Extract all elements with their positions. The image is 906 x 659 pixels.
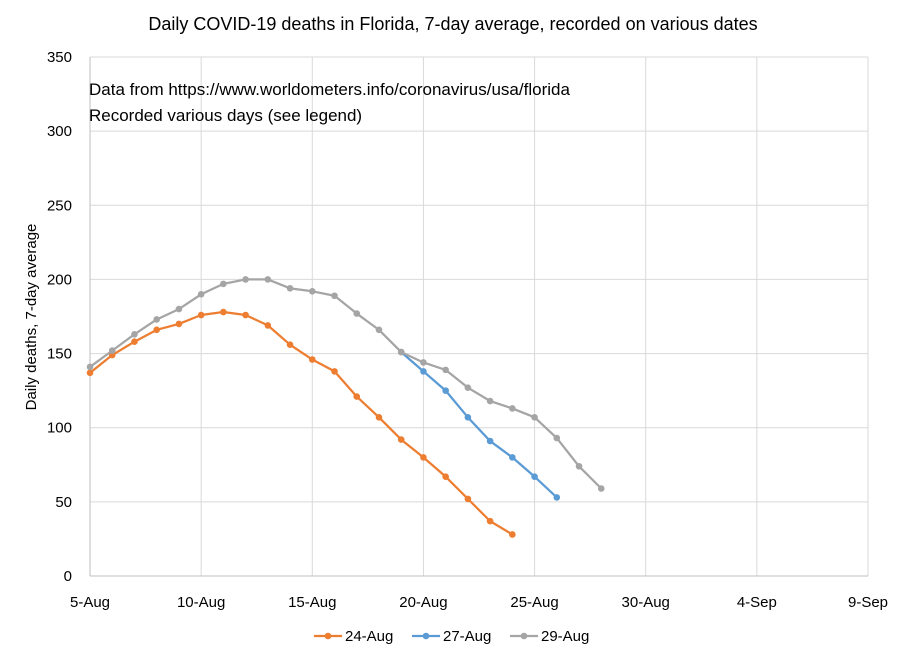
data-point-24-Aug bbox=[197, 311, 205, 319]
data-point-27-Aug bbox=[464, 414, 472, 421]
data-point-29-Aug bbox=[397, 348, 405, 356]
data-point-29-Aug bbox=[509, 405, 516, 412]
data-point-24-Aug bbox=[264, 322, 272, 329]
legend-label-29-Aug: 29-Aug bbox=[541, 628, 589, 645]
data-point-29-Aug bbox=[553, 434, 561, 442]
data-point-24-Aug bbox=[509, 531, 516, 538]
axes: 0 50 100 150 200 250 300 350 5-Aug 10-Aug 15-Aug 20… bbox=[47, 49, 888, 611]
legend-marker-29-Aug bbox=[520, 632, 528, 640]
series-line-24-Aug bbox=[89, 310, 513, 536]
data-point-29-Aug bbox=[264, 276, 272, 283]
y-tick-label: 100 bbox=[47, 420, 72, 437]
chart-title: Daily COVID-19 deaths in Florida, 7-day … bbox=[148, 14, 757, 34]
series-group bbox=[86, 276, 605, 538]
data-point-24-Aug bbox=[486, 517, 494, 525]
y-axis-label: Daily deaths, 7-day average bbox=[23, 224, 40, 411]
data-point-29-Aug bbox=[153, 316, 160, 323]
y-tick-label: 50 bbox=[55, 494, 72, 511]
data-point-29-Aug bbox=[486, 397, 494, 405]
data-point-29-Aug bbox=[108, 347, 116, 354]
data-point-24-Aug bbox=[353, 393, 361, 400]
data-point-24-Aug bbox=[242, 311, 249, 319]
data-point-29-Aug bbox=[197, 290, 205, 298]
data-point-29-Aug bbox=[464, 384, 472, 391]
data-point-29-Aug bbox=[331, 292, 338, 300]
data-point-24-Aug bbox=[286, 341, 294, 348]
annotation-recorded: Recorded various days (see legend) bbox=[89, 106, 362, 125]
data-point-29-Aug bbox=[286, 285, 294, 292]
data-point-24-Aug bbox=[464, 495, 472, 503]
x-tick-label: 9-Sep bbox=[848, 594, 888, 611]
x-tick-label: 4-Sep bbox=[737, 594, 777, 611]
data-point-29-Aug bbox=[531, 414, 538, 421]
data-point-29-Aug bbox=[375, 326, 383, 334]
gridlines bbox=[90, 56, 869, 576]
data-point-24-Aug bbox=[331, 368, 338, 375]
data-point-24-Aug bbox=[308, 356, 316, 363]
data-point-24-Aug bbox=[397, 436, 405, 443]
data-point-27-Aug bbox=[420, 368, 427, 375]
y-tick-label: 250 bbox=[47, 197, 72, 214]
legend: 24-Aug 27-Aug 29-Aug bbox=[314, 628, 589, 645]
data-point-29-Aug bbox=[420, 359, 427, 366]
x-tick-label: 15-Aug bbox=[288, 594, 336, 611]
x-tick-label: 5-Aug bbox=[70, 594, 110, 611]
data-point-24-Aug bbox=[131, 338, 138, 346]
data-point-29-Aug bbox=[442, 366, 449, 374]
x-tick-label: 30-Aug bbox=[622, 594, 670, 611]
annotation-source: Data from https://www.worldometers.info/… bbox=[89, 80, 570, 99]
data-point-29-Aug bbox=[131, 330, 138, 338]
data-point-27-Aug bbox=[442, 387, 449, 394]
data-point-29-Aug bbox=[86, 363, 94, 371]
y-tick-label: 300 bbox=[47, 123, 72, 140]
data-point-29-Aug bbox=[597, 485, 605, 492]
series-line-27-Aug bbox=[400, 351, 558, 499]
data-point-27-Aug bbox=[531, 473, 538, 480]
y-tick-label: 0 bbox=[64, 568, 72, 585]
legend-marker-24-Aug bbox=[324, 632, 332, 640]
y-tick-label: 150 bbox=[47, 346, 72, 363]
data-point-24-Aug bbox=[153, 326, 160, 334]
x-tick-label: 25-Aug bbox=[510, 594, 558, 611]
data-point-29-Aug bbox=[175, 305, 183, 313]
data-point-24-Aug bbox=[420, 454, 427, 461]
legend-label-24-Aug: 24-Aug bbox=[345, 628, 393, 645]
data-point-24-Aug bbox=[220, 308, 227, 316]
legend-marker-27-Aug bbox=[422, 632, 430, 640]
data-point-29-Aug bbox=[308, 287, 316, 295]
data-point-29-Aug bbox=[242, 276, 249, 283]
legend-label-27-Aug: 27-Aug bbox=[443, 628, 491, 645]
data-point-27-Aug bbox=[509, 454, 516, 461]
data-point-24-Aug bbox=[86, 369, 94, 377]
y-tick-label: 200 bbox=[47, 271, 72, 288]
x-tick-label: 20-Aug bbox=[399, 594, 447, 611]
x-tick-label: 10-Aug bbox=[177, 594, 225, 611]
data-point-27-Aug bbox=[553, 494, 561, 501]
y-tick-label: 350 bbox=[47, 49, 72, 66]
series-line-29-Aug bbox=[89, 278, 603, 490]
data-point-27-Aug bbox=[486, 437, 494, 445]
data-point-29-Aug bbox=[575, 462, 583, 470]
data-point-24-Aug bbox=[442, 473, 449, 480]
data-point-24-Aug bbox=[175, 320, 183, 328]
data-point-29-Aug bbox=[220, 280, 227, 288]
data-point-24-Aug bbox=[375, 414, 383, 421]
data-point-29-Aug bbox=[353, 310, 361, 317]
